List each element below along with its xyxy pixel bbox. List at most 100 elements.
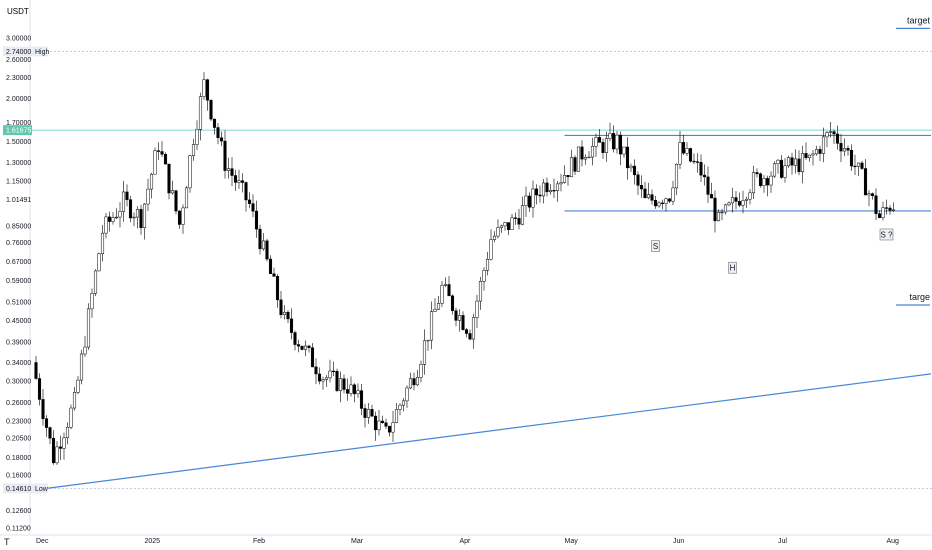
pattern-label-box[interactable]: [728, 261, 737, 274]
y-tick-label: 0.18000: [6, 455, 31, 462]
candle-up: [191, 144, 196, 157]
candle-down: [128, 199, 133, 219]
candle-down: [709, 194, 714, 199]
candle-down: [877, 213, 882, 218]
candle-down: [48, 427, 52, 439]
candle-up: [492, 235, 497, 240]
y-tick-label: 0.26000: [6, 400, 31, 407]
high-level-tag-label: High: [35, 49, 50, 56]
candle-up: [69, 407, 73, 428]
candle-down: [163, 154, 168, 165]
candle-up: [408, 378, 413, 389]
candle-down: [331, 370, 336, 373]
candle-down: [832, 131, 836, 135]
candle-up: [629, 165, 633, 169]
candle-up: [436, 303, 441, 310]
x-tick-label: Mar: [351, 538, 364, 545]
candle-up: [576, 146, 581, 172]
pattern-label-box[interactable]: [651, 240, 660, 252]
x-tick-label: May: [565, 538, 579, 545]
candle-up: [111, 217, 115, 222]
candle-down: [251, 203, 255, 212]
candle-down: [667, 198, 672, 202]
target-annotation-label[interactable]: targe: [909, 292, 930, 302]
candle-up: [366, 409, 371, 418]
candle-up: [524, 195, 528, 206]
candle-down: [874, 195, 878, 214]
candle-down: [156, 150, 161, 152]
candle-down: [307, 345, 311, 348]
y-axis[interactable]: 0.11200 0.12600 0.14610 Low 0.16000 0.18000 0.…: [3, 36, 50, 533]
candle-up: [132, 216, 136, 219]
candle-up: [419, 364, 423, 378]
x-tick-label: Aug: [887, 538, 900, 545]
candle-up: [86, 308, 91, 348]
candle-down: [370, 409, 374, 417]
pattern-label: S ?: [880, 230, 893, 239]
pattern-label-box[interactable]: [879, 228, 894, 241]
candle-down: [363, 408, 367, 418]
candle-down: [538, 194, 542, 197]
candle-down: [300, 345, 304, 350]
candle-up: [226, 168, 231, 171]
candle-up: [104, 216, 108, 234]
candle-down: [681, 142, 686, 154]
candle-up: [338, 378, 343, 391]
candle-down: [296, 344, 301, 347]
candle-down: [632, 165, 637, 176]
candles-layer: [34, 72, 896, 465]
y-tick-label: 0.85000: [6, 223, 31, 230]
currency-label: USDT: [7, 7, 29, 16]
candle-down: [125, 191, 129, 200]
candle-up: [499, 225, 504, 228]
y-tick-label: 2.30000: [6, 75, 31, 82]
x-axis[interactable]: Dec 2025 Feb Mar Apr May Jun Jul Aug: [0, 534, 932, 545]
candle-up: [195, 129, 199, 145]
candle-up: [685, 148, 689, 154]
candle-down: [618, 134, 623, 155]
candle-down: [272, 273, 276, 277]
candle-down: [692, 160, 696, 163]
candle-up: [489, 239, 493, 260]
candle-down: [219, 137, 224, 142]
candle-up: [321, 379, 325, 382]
candle-up: [149, 173, 154, 190]
high-level-tag: [3, 46, 48, 57]
y-tick-label: 1.15000: [6, 178, 31, 185]
candle-up: [881, 207, 885, 218]
candle-up: [377, 420, 381, 431]
candle-up: [443, 284, 448, 286]
tradingview-logo[interactable]: T: [4, 537, 10, 547]
candle-down: [310, 347, 315, 368]
candle-up: [282, 311, 287, 315]
candle-up: [786, 157, 791, 167]
candle-up: [744, 198, 749, 201]
candle-up: [146, 188, 150, 205]
candle-down: [863, 168, 868, 196]
candle-down: [387, 425, 392, 433]
candle-down: [275, 276, 280, 301]
candle-up: [429, 311, 434, 341]
candle-down: [58, 446, 63, 449]
candle-down: [240, 180, 245, 183]
candle-up: [664, 198, 668, 204]
candle-up: [608, 133, 612, 139]
candle-down: [580, 146, 584, 160]
candle-up: [594, 137, 598, 147]
y-tick-label: 0.59000: [6, 278, 31, 285]
candle-up: [825, 132, 829, 138]
candle-up: [356, 390, 360, 395]
candle-down: [464, 329, 469, 334]
y-tick-label: 1.30000: [6, 160, 31, 167]
candle-down: [779, 159, 784, 178]
candle-down: [699, 162, 703, 176]
candle-up: [478, 281, 483, 302]
rising-trendline[interactable]: [46, 373, 932, 489]
candle-down: [566, 175, 570, 178]
target-annotation-label[interactable]: target: [907, 15, 931, 25]
candle-down: [639, 185, 644, 190]
y-tick-label: 0.20500: [6, 435, 31, 442]
candle-up: [394, 409, 399, 423]
candle-up: [723, 204, 728, 213]
